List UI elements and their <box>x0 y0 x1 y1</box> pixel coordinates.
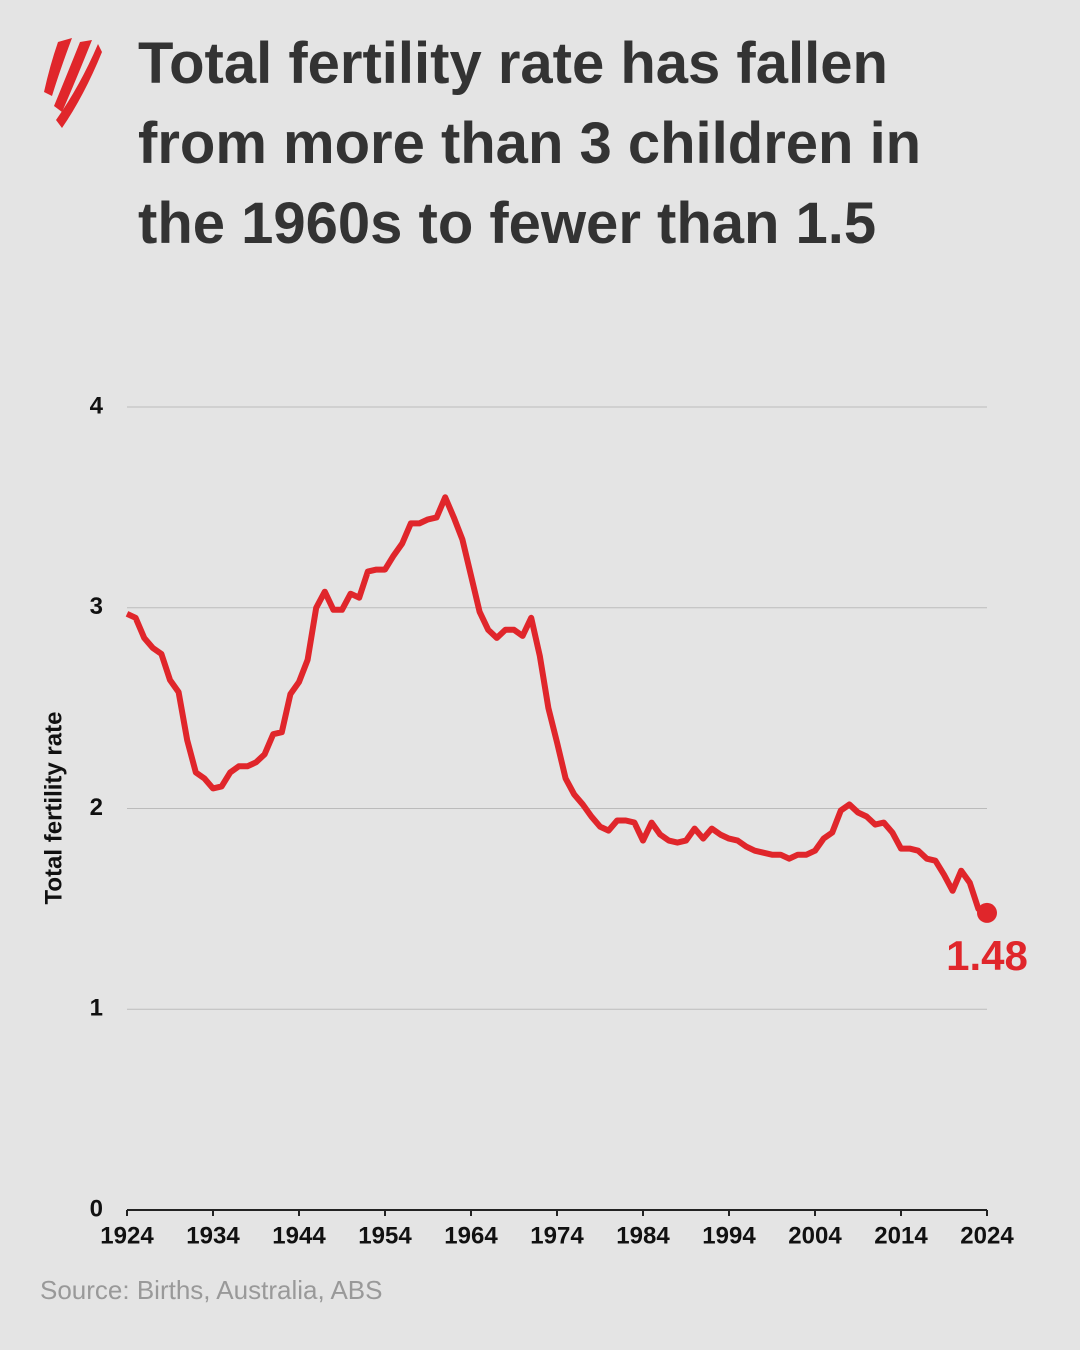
x-tick-label: 1964 <box>444 1222 498 1249</box>
y-axis-label: Total fertility rate <box>40 712 67 905</box>
x-tick-label: 1954 <box>358 1222 412 1249</box>
y-tick-label: 4 <box>90 392 104 419</box>
x-tick-label: 1924 <box>100 1222 154 1249</box>
end-point <box>977 902 997 923</box>
line <box>125 494 989 916</box>
source: Source: Births, Australia, ABS <box>40 1275 383 1305</box>
y-tick-label: 2 <box>90 794 103 821</box>
x-tick-label: 1984 <box>616 1222 670 1249</box>
logo <box>44 38 102 128</box>
x-tick-label: 1944 <box>272 1222 326 1249</box>
x-tick-label: 1994 <box>702 1222 756 1249</box>
y-tick-label: 0 <box>90 1195 103 1222</box>
chart-title: Total fertility rate has fallen from mor… <box>138 31 922 256</box>
x-tick-label: 2004 <box>788 1222 842 1249</box>
x-tick-label: 2024 <box>960 1222 1014 1249</box>
data-label: 1.48 <box>946 932 1028 979</box>
x-tick-label: 2014 <box>874 1222 928 1249</box>
x-tick-label: 1934 <box>186 1222 240 1249</box>
y-tick-label: 3 <box>90 593 103 620</box>
y-tick-label: 1 <box>90 995 103 1022</box>
x-tick-label: 1974 <box>530 1222 584 1249</box>
